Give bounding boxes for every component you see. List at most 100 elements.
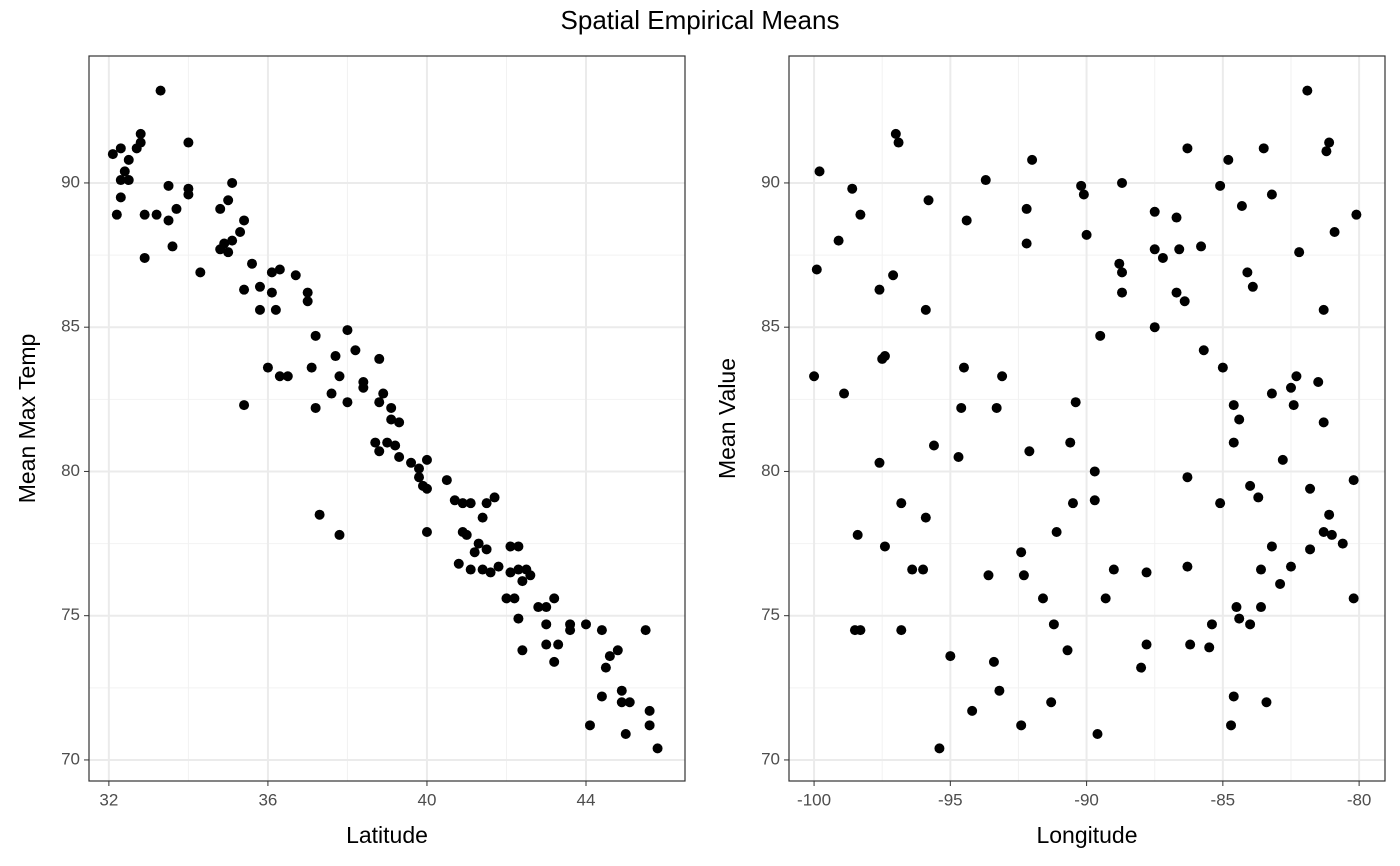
point <box>1046 697 1057 708</box>
point <box>1256 602 1267 613</box>
point <box>386 402 397 413</box>
point <box>334 529 345 540</box>
point <box>652 743 663 754</box>
point <box>580 619 591 630</box>
point <box>888 270 899 281</box>
point <box>1136 662 1147 673</box>
point <box>1226 720 1237 731</box>
point <box>1324 509 1335 520</box>
point <box>167 241 178 252</box>
panel-border <box>88 55 686 782</box>
point <box>1037 593 1048 604</box>
point <box>1171 212 1182 223</box>
point <box>1253 492 1264 503</box>
point <box>1048 619 1059 630</box>
point <box>330 351 341 362</box>
y-tick-label: 90 <box>61 172 80 191</box>
point <box>1179 296 1190 307</box>
point <box>1305 544 1316 555</box>
point <box>1266 388 1277 399</box>
point <box>896 625 907 636</box>
point <box>457 498 468 509</box>
x-axis-title: Latitude <box>346 822 428 848</box>
point <box>235 226 246 237</box>
point <box>945 651 956 662</box>
point <box>115 175 126 186</box>
point <box>378 388 389 399</box>
point <box>525 570 536 581</box>
point <box>1171 287 1182 298</box>
point <box>879 351 890 362</box>
point <box>342 325 353 336</box>
point <box>1100 593 1111 604</box>
point <box>374 397 385 408</box>
point <box>386 414 397 425</box>
point <box>1313 377 1324 388</box>
point <box>994 685 1005 696</box>
point <box>461 529 472 540</box>
point <box>1305 483 1316 494</box>
point <box>501 593 512 604</box>
point <box>1318 417 1329 428</box>
point <box>509 593 520 604</box>
point <box>920 304 931 315</box>
point <box>1108 564 1119 575</box>
point <box>1236 201 1247 212</box>
point <box>485 567 496 578</box>
y-tick-label: 70 <box>61 749 80 768</box>
point <box>1067 498 1078 509</box>
point <box>612 645 623 656</box>
point <box>310 402 321 413</box>
point <box>247 258 258 269</box>
point <box>596 691 607 702</box>
point <box>1062 645 1073 656</box>
point <box>262 362 273 373</box>
point <box>111 209 122 220</box>
point <box>266 287 277 298</box>
point <box>1198 345 1209 356</box>
point <box>449 495 460 506</box>
point <box>1182 143 1193 154</box>
point <box>390 440 401 451</box>
point <box>1182 472 1193 483</box>
point <box>549 593 560 604</box>
point <box>358 382 369 393</box>
point <box>1337 538 1348 549</box>
point <box>1089 466 1100 477</box>
point <box>1324 137 1335 148</box>
point <box>1027 154 1038 165</box>
x-tick-label: 44 <box>577 790 596 809</box>
point <box>1018 570 1029 581</box>
point <box>326 388 337 399</box>
point <box>223 195 234 206</box>
point <box>163 215 174 226</box>
point <box>1117 267 1128 278</box>
point <box>988 656 999 667</box>
point <box>983 570 994 581</box>
point <box>414 463 425 474</box>
x-tick-label: 36 <box>258 790 277 809</box>
point <box>1117 177 1128 188</box>
point <box>1070 397 1081 408</box>
point <box>1141 567 1152 578</box>
point <box>274 264 285 275</box>
point <box>270 304 281 315</box>
point <box>1157 252 1168 263</box>
point <box>640 625 651 636</box>
point <box>565 625 576 636</box>
point <box>934 743 945 754</box>
point <box>1258 143 1269 154</box>
point <box>119 166 130 177</box>
point <box>997 371 1008 382</box>
point <box>394 417 405 428</box>
point <box>219 238 230 249</box>
point <box>1228 400 1239 411</box>
point <box>282 371 293 382</box>
point <box>839 388 850 399</box>
point <box>517 645 528 656</box>
point <box>239 400 250 411</box>
point <box>811 264 822 275</box>
point <box>1277 454 1288 465</box>
point <box>1196 241 1207 252</box>
point <box>600 662 611 673</box>
